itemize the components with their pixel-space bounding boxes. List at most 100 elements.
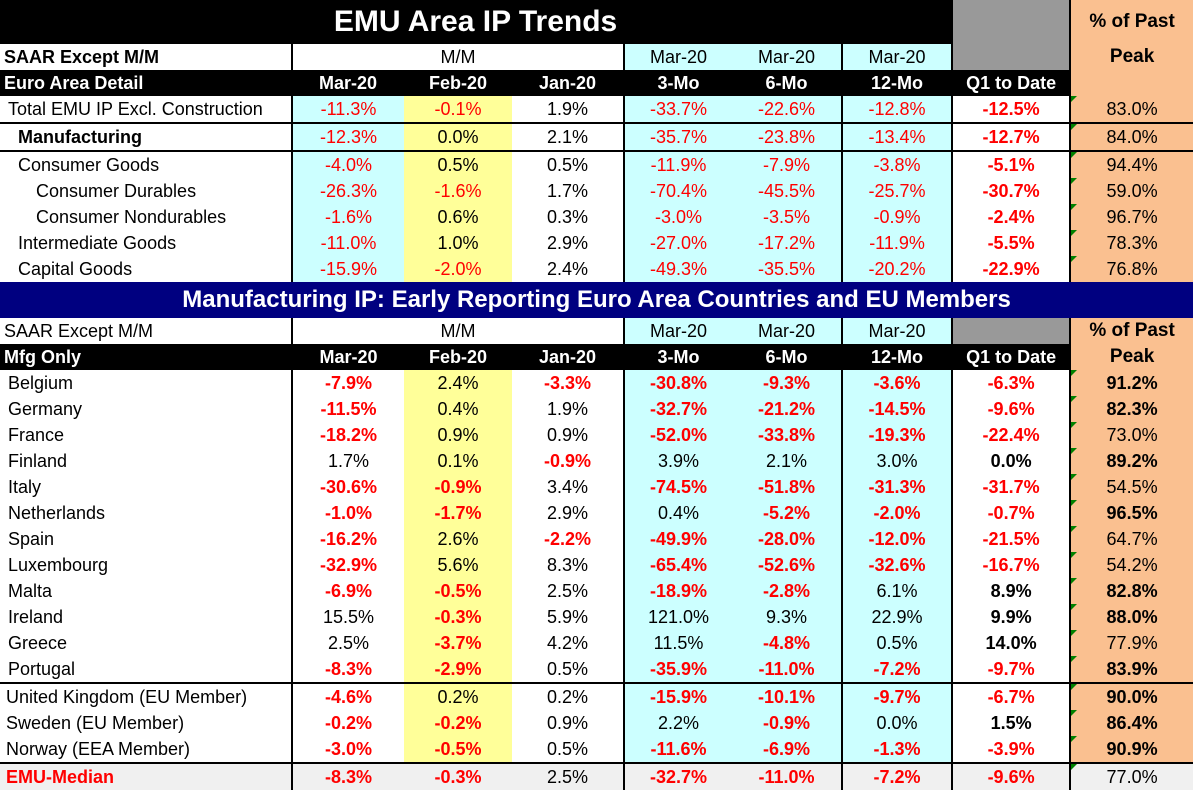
value-cell: -0.1% [404, 96, 512, 123]
value-cell: -15.9% [623, 682, 732, 710]
value-cell: -0.9% [512, 448, 624, 474]
value-cell: -22.9% [951, 256, 1071, 282]
value-cell: -1.7% [404, 500, 512, 526]
peak-header-2: Peak [1069, 344, 1193, 370]
value-cell: 1.9% [512, 96, 624, 123]
value-cell: -11.6% [623, 736, 732, 763]
value-cell: -70.4% [623, 178, 732, 204]
value-cell: 82.8% [1069, 578, 1193, 604]
value-cell: -3.6% [840, 370, 953, 396]
value-cell: 54.5% [1069, 474, 1193, 500]
value-cell: 0.4% [623, 500, 732, 526]
gray-header-cell [951, 318, 1071, 344]
value-cell: -11.3% [291, 96, 404, 123]
value-cell: -21.2% [732, 396, 842, 422]
value-cell: 0.3% [512, 204, 624, 230]
value-cell: -25.7% [840, 178, 953, 204]
value-cell: -9.6% [951, 396, 1071, 422]
value-cell: -28.0% [732, 526, 842, 552]
value-cell: -2.9% [404, 656, 512, 683]
value-cell: -30.7% [951, 178, 1071, 204]
section-band-title: Manufacturing IP: Early Reporting Euro A… [0, 282, 1193, 318]
value-cell: 82.3% [1069, 396, 1193, 422]
value-cell: 15.5% [291, 604, 404, 630]
row-label: Finland [8, 451, 68, 471]
value-cell: -5.1% [951, 150, 1071, 178]
section-label: Mfg Only [0, 344, 292, 370]
value-cell: -13.4% [840, 122, 953, 151]
value-cell: 0.5% [512, 736, 624, 763]
value-cell: -74.5% [623, 474, 732, 500]
value-cell: -12.0% [840, 526, 953, 552]
value-cell: -11.0% [291, 230, 404, 256]
value-cell: -11.0% [732, 762, 842, 790]
value-cell: -0.7% [951, 500, 1071, 526]
value-cell: -0.9% [732, 710, 842, 736]
value-cell: -16.7% [951, 552, 1071, 578]
value-cell: -18.9% [623, 578, 732, 604]
row-label: Greece [8, 633, 68, 653]
value-cell: -35.7% [623, 122, 732, 151]
value-cell: 59.0% [1069, 178, 1193, 204]
value-cell: 0.4% [404, 396, 512, 422]
row-label: Malta [8, 581, 53, 601]
value-cell: -7.2% [840, 656, 953, 683]
value-cell: 5.9% [512, 604, 624, 630]
col-header-c2: Feb-20 [404, 344, 512, 370]
value-cell: -9.7% [951, 656, 1071, 683]
value-cell: 2.9% [512, 500, 624, 526]
value-cell: 3.0% [840, 448, 953, 474]
value-cell: -32.7% [623, 762, 732, 790]
value-cell: 91.2% [1069, 370, 1193, 396]
value-cell: -15.9% [291, 256, 404, 282]
value-cell: -12.3% [291, 122, 404, 151]
value-cell: 1.5% [951, 710, 1071, 736]
value-cell: -4.6% [291, 682, 404, 710]
value-cell: -16.2% [291, 526, 404, 552]
col-header-mar20: Mar-20 [623, 318, 732, 344]
value-cell: -49.3% [623, 256, 732, 282]
value-cell: 86.4% [1069, 710, 1193, 736]
value-cell: 83.0% [1069, 96, 1193, 123]
value-cell: 89.2% [1069, 448, 1193, 474]
row-label: EMU-Median [0, 762, 292, 790]
value-cell: 8.3% [512, 552, 624, 578]
value-cell: 6.1% [840, 578, 953, 604]
col-header-c1: Mar-20 [292, 70, 404, 96]
value-cell: 0.0% [404, 122, 512, 151]
value-cell: -31.3% [840, 474, 953, 500]
value-cell: -1.6% [291, 204, 404, 230]
value-cell: -0.9% [404, 474, 512, 500]
value-cell: -0.5% [404, 736, 512, 763]
value-cell: 8.9% [951, 578, 1071, 604]
saar-label: SAAR Except M/M [0, 44, 292, 70]
value-cell: 0.6% [404, 204, 512, 230]
value-cell: 2.5% [512, 762, 624, 790]
value-cell: -2.0% [840, 500, 953, 526]
value-cell: -3.0% [291, 736, 404, 763]
col-header-c1: Mar-20 [291, 344, 404, 370]
value-cell: 5.6% [404, 552, 512, 578]
value-cell: 0.0% [840, 710, 953, 736]
value-cell: 9.9% [951, 604, 1071, 630]
value-cell: 11.5% [623, 630, 732, 656]
value-cell: -17.2% [732, 230, 842, 256]
value-cell: 2.5% [291, 630, 404, 656]
value-cell: 0.5% [840, 630, 953, 656]
col-header-c6: 12-Mo [840, 344, 953, 370]
value-cell: -0.2% [404, 710, 512, 736]
value-cell: -14.5% [840, 396, 953, 422]
col-header-c5: 6-Mo [732, 344, 842, 370]
value-cell: -8.3% [291, 762, 404, 790]
value-cell: -0.9% [840, 204, 953, 230]
value-cell: -6.9% [732, 736, 842, 763]
value-cell: -30.6% [291, 474, 404, 500]
value-cell: -12.8% [840, 96, 953, 123]
col-header-mar20: Mar-20 [732, 44, 842, 70]
value-cell: 0.2% [404, 682, 512, 710]
value-cell: 64.7% [1069, 526, 1193, 552]
value-cell: 0.9% [404, 422, 512, 448]
row-label: Intermediate Goods [18, 233, 177, 253]
value-cell: 84.0% [1069, 122, 1193, 151]
